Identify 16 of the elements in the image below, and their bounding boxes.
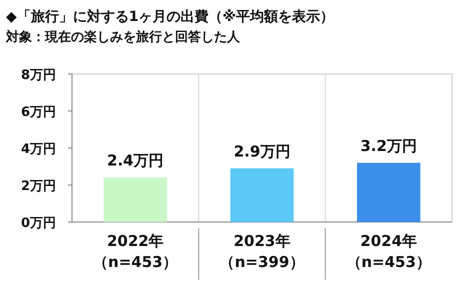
bar (230, 168, 294, 222)
bar (357, 162, 420, 222)
chart-subtitle: 対象：現在の楽しみを旅行と回答した人 (5, 29, 241, 45)
x-tick-label: 2023年（n=399） (220, 232, 304, 271)
data-label: 2.9万円 (234, 142, 290, 160)
y-tick-label: 4万円 (20, 142, 56, 157)
data-label: 2.4万円 (107, 152, 164, 170)
y-tick-label: 6万円 (20, 105, 56, 120)
y-tick-label: 0万円 (20, 216, 56, 231)
data-label: 3.2万円 (360, 136, 417, 155)
y-tick-label: 8万円 (20, 68, 56, 83)
x-tick-label: 2024年（n=453） (346, 232, 431, 271)
x-tick-label: 2022年（n=453） (93, 232, 178, 271)
chart-title: ◆「旅行」に対する1ヶ月の出費（※平均額を表示） (6, 8, 334, 25)
bar (104, 178, 167, 222)
y-tick-label: 2万円 (20, 179, 56, 194)
